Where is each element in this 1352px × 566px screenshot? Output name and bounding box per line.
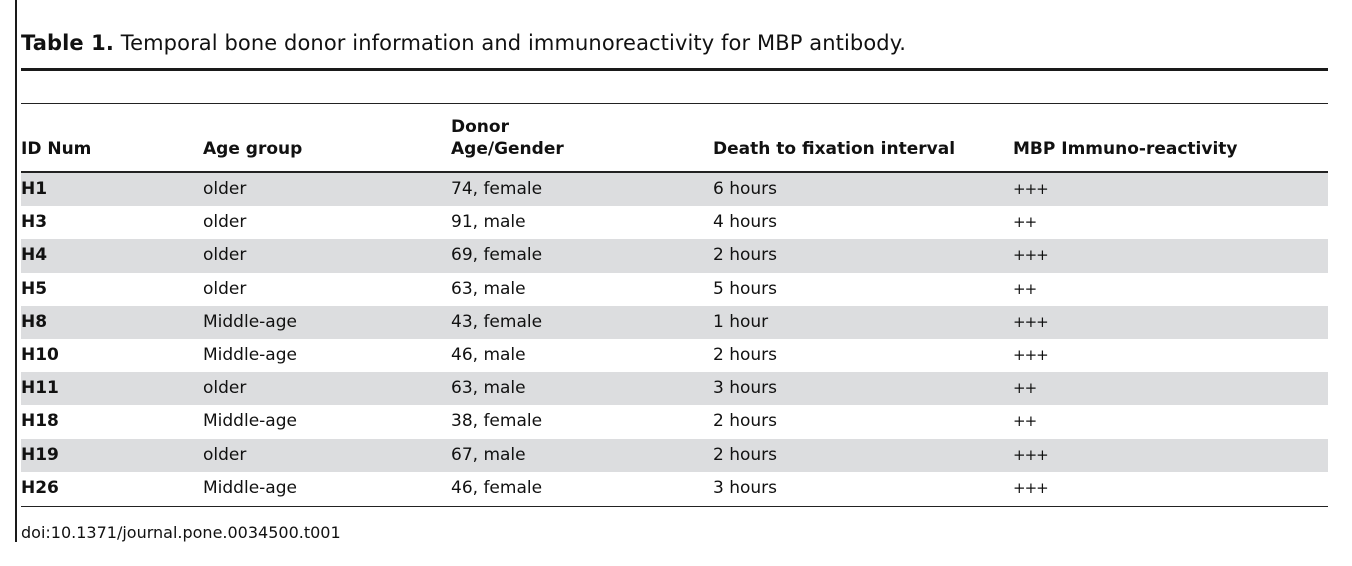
interval-cell: 2 hours <box>713 344 778 365</box>
table-body: H1 older 74, female 6 hours +++ H3 older 91, ma… <box>21 173 1328 505</box>
mbp-cell: ++ <box>1013 213 1037 232</box>
interval-cell: 1 hour <box>713 311 769 332</box>
donor-cell: 38, female <box>451 411 543 432</box>
table-row: H18 Middle-age 38, female 2 hours ++ <box>21 405 1328 438</box>
donor-cell: 46, male <box>451 344 526 365</box>
left-margin-bar <box>15 0 17 542</box>
interval-cell: 3 hours <box>713 477 778 498</box>
id-cell: H11 <box>21 378 59 399</box>
mbp-cell: +++ <box>1013 445 1049 464</box>
table-bottom-rule <box>21 506 1328 507</box>
table-caption-label: Table 1. <box>21 31 114 55</box>
table-row: H8 Middle-age 43, female 1 hour +++ <box>21 305 1328 339</box>
column-header-age-group: Age group <box>203 139 303 159</box>
donor-cell: 43, female <box>451 311 543 332</box>
id-cell: H1 <box>21 179 48 199</box>
mbp-cell: ++ <box>1013 279 1037 298</box>
id-cell: H26 <box>21 477 59 498</box>
id-cell: H3 <box>21 212 48 233</box>
table-caption-text: Temporal bone donor information and immu… <box>120 31 907 55</box>
mbp-cell: +++ <box>1013 180 1049 198</box>
interval-cell: 5 hours <box>713 278 778 299</box>
table-caption: Table 1. Temporal bone donor information… <box>21 31 906 55</box>
interval-cell: 2 hours <box>713 444 778 465</box>
caption-rule <box>21 68 1328 71</box>
table-row: H4 older 69, female 2 hours +++ <box>21 239 1328 273</box>
column-header-mbp: MBP Immuno-reactivity <box>1013 139 1238 159</box>
column-header-death-to-fixation: Death to fixation interval <box>713 139 956 159</box>
mbp-cell: +++ <box>1013 345 1049 364</box>
donor-cell: 67, male <box>451 444 526 465</box>
table-row: H26 Middle-age 46, female 3 hours +++ <box>21 472 1328 505</box>
interval-cell: 2 hours <box>713 245 778 266</box>
age-group-cell: older <box>203 212 247 233</box>
donor-cell: 74, female <box>451 179 543 199</box>
table-row: H3 older 91, male 4 hours ++ <box>21 206 1328 239</box>
doi-footer: doi:10.1371/journal.pone.0034500.t001 <box>21 523 341 542</box>
id-cell: H19 <box>21 444 59 465</box>
age-group-cell: Middle-age <box>203 344 297 365</box>
id-cell: H8 <box>21 311 48 332</box>
column-header-donor: Donor Age/Gender <box>451 117 564 159</box>
age-group-cell: Middle-age <box>203 411 297 432</box>
interval-cell: 3 hours <box>713 378 778 399</box>
column-header-id: ID Num <box>21 139 92 159</box>
table-row: H10 Middle-age 46, male 2 hours +++ <box>21 339 1328 372</box>
mbp-cell: +++ <box>1013 312 1049 331</box>
donor-cell: 46, female <box>451 477 543 498</box>
donor-cell: 63, male <box>451 378 526 399</box>
interval-cell: 2 hours <box>713 411 778 432</box>
age-group-cell: older <box>203 179 247 199</box>
age-group-cell: Middle-age <box>203 311 297 332</box>
id-cell: H10 <box>21 344 59 365</box>
interval-cell: 6 hours <box>713 179 778 199</box>
donor-cell: 69, female <box>451 245 543 266</box>
mbp-cell: ++ <box>1013 379 1037 398</box>
age-group-cell: older <box>203 245 247 266</box>
interval-cell: 4 hours <box>713 212 778 233</box>
id-cell: H4 <box>21 245 48 266</box>
age-group-cell: Middle-age <box>203 477 297 498</box>
header-top-rule <box>21 103 1328 104</box>
donor-cell: 63, male <box>451 278 526 299</box>
table-row: H19 older 67, male 2 hours +++ <box>21 438 1328 472</box>
id-cell: H5 <box>21 278 48 299</box>
table-row: H11 older 63, male 3 hours ++ <box>21 372 1328 406</box>
mbp-cell: ++ <box>1013 412 1037 431</box>
header-bottom-rule <box>21 171 1328 173</box>
mbp-cell: +++ <box>1013 246 1049 265</box>
table-row: H5 older 63, male 5 hours ++ <box>21 273 1328 306</box>
age-group-cell: older <box>203 378 247 399</box>
mbp-cell: +++ <box>1013 478 1049 497</box>
age-group-cell: older <box>203 278 247 299</box>
age-group-cell: older <box>203 444 247 465</box>
id-cell: H18 <box>21 411 59 432</box>
table-row: H1 older 74, female 6 hours +++ <box>21 173 1328 207</box>
donor-cell: 91, male <box>451 212 526 233</box>
